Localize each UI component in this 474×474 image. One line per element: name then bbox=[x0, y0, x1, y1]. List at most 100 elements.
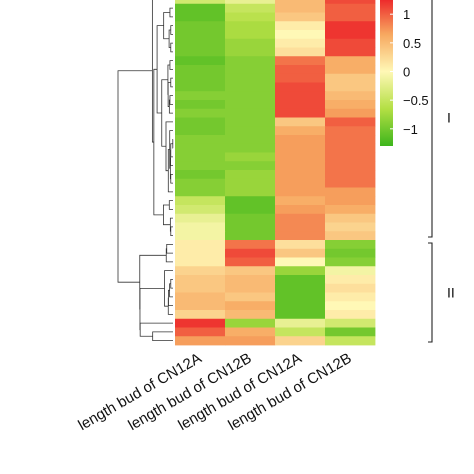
cluster-label: I bbox=[447, 110, 451, 126]
heatmap-cell bbox=[175, 248, 226, 258]
heatmap-cell bbox=[275, 38, 326, 48]
heatmap-cell bbox=[275, 152, 326, 162]
heatmap-cell bbox=[325, 56, 376, 66]
heatmap-cell bbox=[275, 257, 326, 267]
colorbar-tick-label: 1 bbox=[403, 7, 410, 22]
heatmap-cell bbox=[225, 275, 276, 285]
heatmap-cell bbox=[325, 3, 376, 13]
heatmap-cell bbox=[225, 266, 276, 276]
cluster-brackets: III bbox=[428, 0, 455, 343]
dendrogram-branch bbox=[166, 243, 173, 254]
heatmap-cell bbox=[275, 65, 326, 75]
heatmap-cell bbox=[325, 108, 376, 118]
heatmap-cell bbox=[225, 82, 276, 92]
heatmap-cell bbox=[275, 108, 326, 118]
heatmap-cell bbox=[275, 91, 326, 101]
heatmap-cell bbox=[175, 21, 226, 31]
dendrogram-branch bbox=[170, 278, 173, 289]
dendrogram-branch bbox=[170, 226, 173, 237]
heatmap-cell bbox=[175, 275, 226, 285]
colorbar-tick-label: 0.5 bbox=[403, 36, 421, 51]
heatmap-cell bbox=[175, 65, 226, 75]
heatmap-cell bbox=[175, 222, 226, 232]
dendrogram-branch bbox=[151, 0, 154, 143]
heatmap-cell bbox=[275, 231, 326, 241]
heatmap-cell bbox=[275, 73, 326, 83]
heatmap-cell bbox=[275, 301, 326, 311]
heatmap-cell bbox=[275, 161, 326, 171]
heatmap-cell bbox=[175, 231, 226, 241]
heatmap-cell bbox=[275, 266, 326, 276]
heatmap-cell bbox=[175, 327, 226, 337]
heatmap-cell bbox=[225, 30, 276, 40]
heatmap-cell bbox=[325, 82, 376, 92]
heatmap-cell bbox=[175, 3, 226, 13]
heatmap-cell bbox=[275, 100, 326, 110]
dendrogram-branch bbox=[169, 7, 173, 18]
heatmap-cell bbox=[225, 161, 276, 171]
heatmap-cell bbox=[325, 126, 376, 136]
row-dendrogram bbox=[117, 0, 174, 342]
dendrogram-branch bbox=[117, 70, 153, 283]
heatmap-cell bbox=[325, 100, 376, 110]
heatmap-cell bbox=[275, 178, 326, 188]
heatmap-cell bbox=[325, 12, 376, 22]
heatmap-cell bbox=[225, 0, 276, 5]
heatmap-cell bbox=[175, 213, 226, 223]
heatmap-cell bbox=[325, 240, 376, 250]
heatmap-cell bbox=[225, 117, 276, 127]
heatmap-cell bbox=[175, 0, 226, 5]
heatmap-cell bbox=[275, 318, 326, 328]
heatmap-cell bbox=[225, 240, 276, 250]
colorbar-tick-label: 0 bbox=[403, 65, 410, 80]
heatmap-cell bbox=[225, 222, 276, 232]
heatmap-cell bbox=[325, 310, 376, 320]
dendrogram-branch bbox=[169, 95, 173, 105]
heatmap-cell bbox=[175, 91, 226, 101]
heatmap-cell bbox=[225, 91, 276, 101]
heatmap-cell bbox=[175, 310, 226, 320]
heatmap-cell bbox=[325, 292, 376, 302]
heatmap-cell bbox=[175, 318, 226, 328]
heatmap-cell bbox=[175, 257, 226, 267]
heatmap-cell bbox=[275, 310, 326, 320]
color-scale-legend: 1 0.5 0 −0.5 −1 bbox=[380, 0, 429, 146]
heatmap-cell bbox=[175, 73, 226, 83]
dendrogram-branch bbox=[170, 149, 173, 167]
heatmap-cell bbox=[325, 336, 376, 346]
heatmap-cell bbox=[325, 213, 376, 223]
dendrogram-branch bbox=[152, 331, 173, 342]
heatmap-cell bbox=[225, 21, 276, 31]
heatmap-cell bbox=[175, 292, 226, 302]
heatmap-cell bbox=[225, 108, 276, 118]
heatmap-cell bbox=[225, 178, 276, 188]
heatmap-cell bbox=[275, 248, 326, 258]
heatmap-cell bbox=[325, 327, 376, 337]
dendrogram-branch bbox=[168, 289, 173, 307]
heatmap-cell bbox=[225, 187, 276, 197]
heatmap-cell bbox=[275, 12, 326, 22]
heatmap-cell bbox=[175, 336, 226, 346]
heatmap-cell bbox=[325, 257, 376, 267]
dendrogram-branch bbox=[168, 99, 173, 114]
dendrogram-branch bbox=[163, 12, 170, 40]
heatmap-cell bbox=[225, 100, 276, 110]
heatmap-cell bbox=[225, 301, 276, 311]
heatmap-cell bbox=[175, 100, 226, 110]
dendrogram-branch bbox=[167, 64, 170, 95]
heatmap-cell bbox=[175, 30, 226, 40]
heatmap-cell bbox=[275, 3, 326, 13]
heatmap-cell bbox=[325, 178, 376, 188]
heatmap-cell bbox=[225, 292, 276, 302]
heatmap-cell bbox=[175, 205, 226, 215]
dendrogram-branch bbox=[167, 297, 173, 315]
heatmap-cell bbox=[325, 73, 376, 83]
heatmap-cell bbox=[225, 213, 276, 223]
colorbar-tick-label: −0.5 bbox=[403, 93, 429, 108]
heatmap-cell bbox=[175, 178, 226, 188]
heatmap-cell bbox=[225, 126, 276, 136]
heatmap-cell bbox=[275, 135, 326, 145]
heatmap-cell bbox=[325, 205, 376, 215]
heatmap-cell bbox=[325, 117, 376, 127]
colorbar-gradient bbox=[380, 0, 393, 146]
